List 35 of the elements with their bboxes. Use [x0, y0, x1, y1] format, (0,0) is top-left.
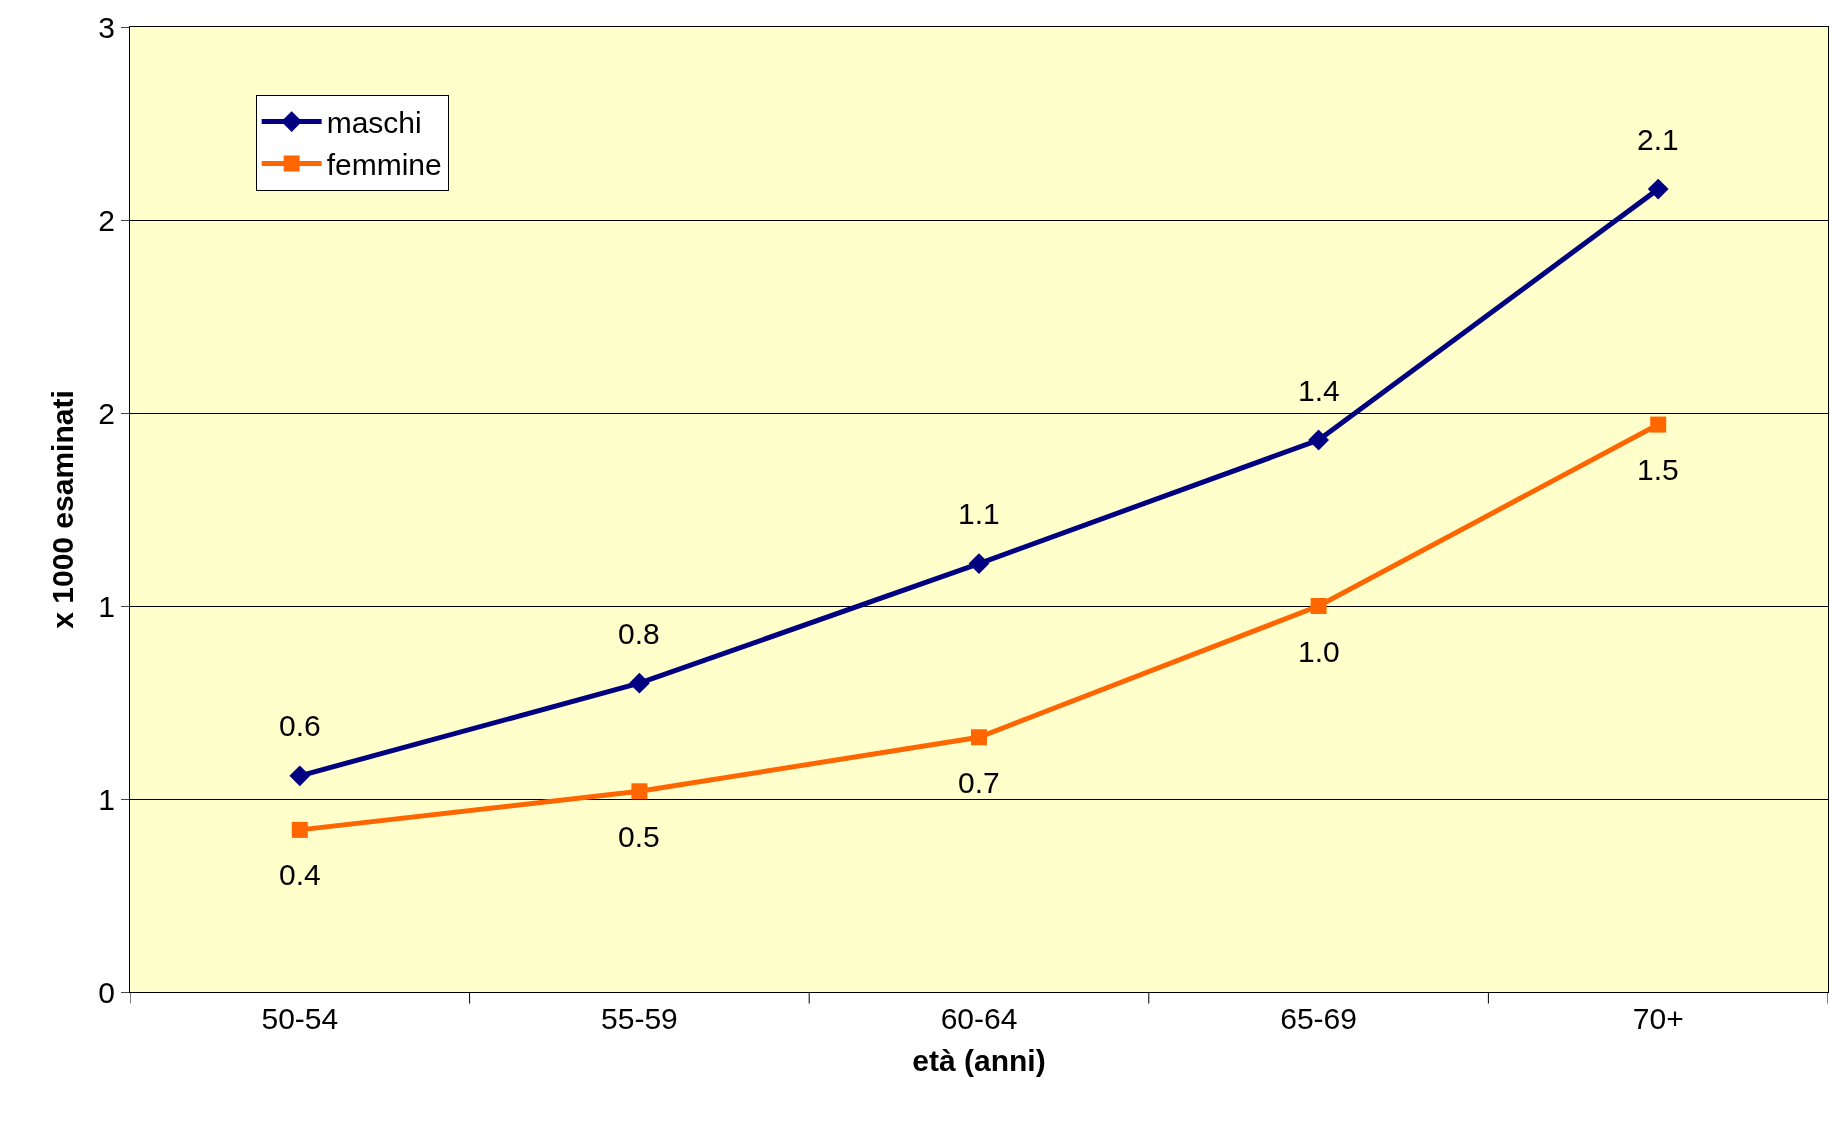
- point: [289, 765, 311, 787]
- point: [971, 729, 987, 746]
- y-tick-label: 2: [98, 396, 115, 430]
- y-tick-label: 0: [98, 975, 115, 1009]
- x-tick-label: 50-54: [261, 1002, 339, 1035]
- x-tick-label: 70+: [1632, 1002, 1684, 1035]
- data-label: 2.1: [1637, 123, 1679, 156]
- data-label: 0.8: [618, 617, 660, 650]
- data-label: 1.4: [1298, 374, 1340, 407]
- data-label: 0.4: [279, 858, 321, 891]
- point: [1310, 598, 1327, 614]
- y-tick-label: 2: [98, 203, 115, 237]
- x-axis-title: età (anni): [912, 1043, 1046, 1077]
- point: [291, 821, 308, 838]
- data-label: 0.7: [958, 766, 1000, 799]
- y-tick-label: 1: [98, 589, 115, 623]
- y-tick-label: 1: [98, 782, 115, 816]
- data-label: 0.5: [618, 820, 660, 853]
- data-label: 1.1: [958, 497, 1000, 530]
- x-tick-label: 60-64: [940, 1002, 1018, 1035]
- point: [629, 672, 650, 694]
- y-axis-title: x 1000 esaminati: [46, 390, 80, 629]
- legend-label: femmine: [326, 148, 442, 182]
- data-label: 0.6: [279, 709, 321, 742]
- y-tick-label: 3: [98, 10, 115, 44]
- point: [1647, 178, 1669, 200]
- point: [1650, 416, 1667, 433]
- point: [1308, 429, 1329, 451]
- legend-label: maschi: [326, 106, 422, 140]
- x-tick-label: 65-69: [1280, 1002, 1357, 1035]
- data-label: 1.5: [1637, 453, 1679, 486]
- point: [968, 553, 990, 574]
- point: [631, 783, 648, 800]
- data-label: 1.0: [1298, 635, 1340, 668]
- x-tick-label: 55-59: [601, 1002, 678, 1035]
